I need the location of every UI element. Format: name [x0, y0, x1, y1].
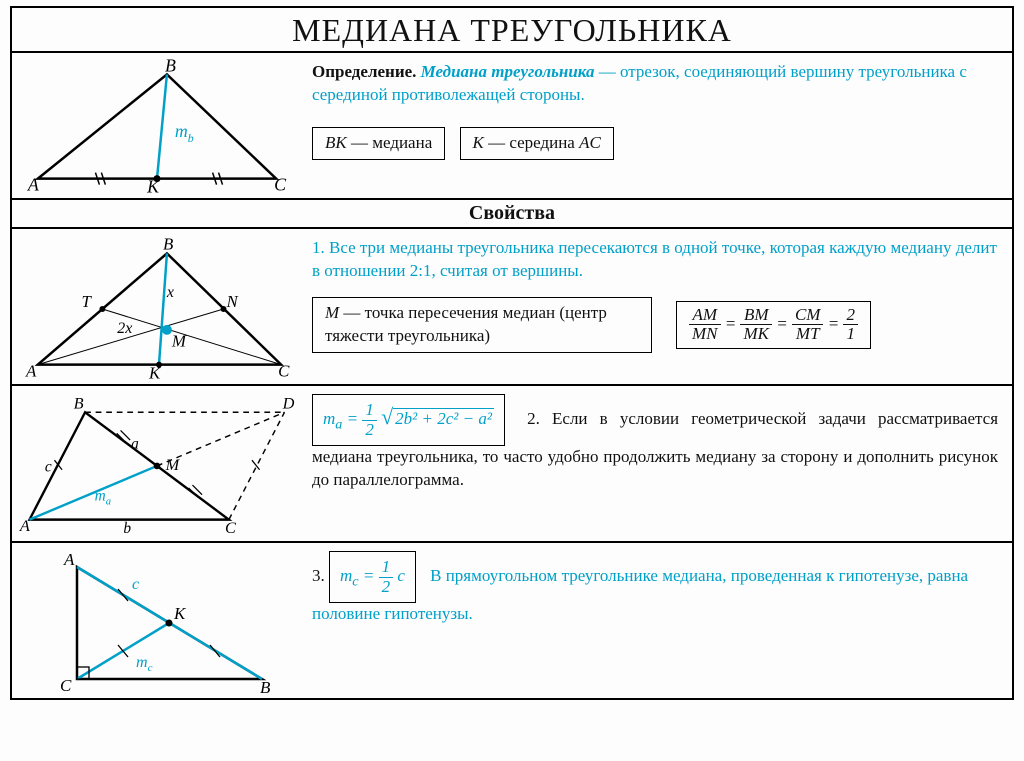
property-2-row: A B C D M a c b ma ma = 12 √2b² + 2c² − …	[12, 386, 1012, 543]
svg-text:T: T	[82, 292, 93, 311]
svg-text:x: x	[166, 284, 174, 301]
svg-text:ma: ma	[95, 487, 111, 507]
svg-text:B: B	[163, 235, 173, 253]
diagram-2: A B C K N T M x 2x	[12, 229, 302, 384]
prop2-num: 2.	[527, 409, 540, 428]
svg-text:M: M	[171, 332, 187, 351]
svg-text:B: B	[260, 678, 271, 694]
svg-text:C: C	[60, 676, 72, 694]
box-centroid: M — точка пересечения медиан (центр тяже…	[312, 297, 652, 353]
svg-text:b: b	[123, 520, 131, 537]
svg-text:c: c	[132, 576, 139, 593]
page-title: МЕДИАНА ТРЕУГОЛЬНИКА	[12, 8, 1012, 53]
svg-text:A: A	[63, 550, 75, 569]
property-1-text: 1. Все три медианы треугольника пересека…	[302, 229, 1012, 384]
svg-text:M: M	[165, 455, 181, 474]
svg-text:K: K	[173, 604, 187, 623]
box-bk: BK — медиана	[312, 127, 445, 160]
diagram-4: A C B K c mc	[12, 543, 302, 698]
property-2-text: ma = 12 √2b² + 2c² − a² 2. Если в услови…	[302, 386, 1012, 541]
definition-label: Определение.	[312, 62, 416, 81]
svg-text:mc: mc	[136, 654, 153, 674]
definition-term: Медиана треугольника	[421, 62, 595, 81]
svg-text:B: B	[74, 393, 84, 412]
property-3-text: 3. mc = 12 c В прямоугольном треугольник…	[302, 543, 1012, 698]
property-1-row: A B C K N T M x 2x 1. Все три медианы тр…	[12, 229, 1012, 386]
svg-text:2x: 2x	[117, 320, 132, 337]
properties-header: Свойства	[12, 200, 1012, 229]
definition-text: Определение. Медиана треугольника — отре…	[302, 53, 1012, 198]
definition-row: A B C K mb Определение. Медиана треуголь…	[12, 53, 1012, 200]
svg-text:B: B	[165, 59, 176, 75]
svg-text:C: C	[225, 518, 237, 537]
svg-text:A: A	[27, 175, 39, 194]
svg-text:K: K	[148, 363, 161, 380]
svg-text:c: c	[45, 459, 52, 476]
svg-text:N: N	[226, 292, 240, 311]
svg-text:D: D	[282, 393, 295, 412]
box-ratio: AMMN = BMMK = CMMT = 21	[676, 301, 871, 349]
property-3-row: A C B K c mc 3. mc = 12 c В прямоугольно…	[12, 543, 1012, 698]
diagram-3: A B C D M a c b ma	[12, 386, 302, 541]
box-k: K — середина AC	[460, 127, 614, 160]
formula-ma: ma = 12 √2b² + 2c² − a²	[312, 394, 505, 446]
diagram-1: A B C K mb	[12, 53, 302, 198]
svg-text:C: C	[274, 175, 287, 194]
svg-text:mb: mb	[175, 121, 194, 145]
svg-text:A: A	[19, 516, 30, 535]
svg-text:a: a	[131, 436, 139, 453]
prop3-num: 3.	[312, 566, 325, 585]
svg-text:K: K	[146, 177, 160, 194]
page-frame: МЕДИАНА ТРЕУГОЛЬНИКА A B C K mb Определе…	[10, 6, 1014, 700]
formula-mc: mc = 12 c	[329, 551, 416, 603]
svg-text:A: A	[25, 362, 37, 380]
prop1-num: 1.	[312, 238, 325, 257]
prop1-body: Все три медианы треугольника пересекаютс…	[312, 238, 997, 280]
svg-text:C: C	[278, 362, 290, 380]
